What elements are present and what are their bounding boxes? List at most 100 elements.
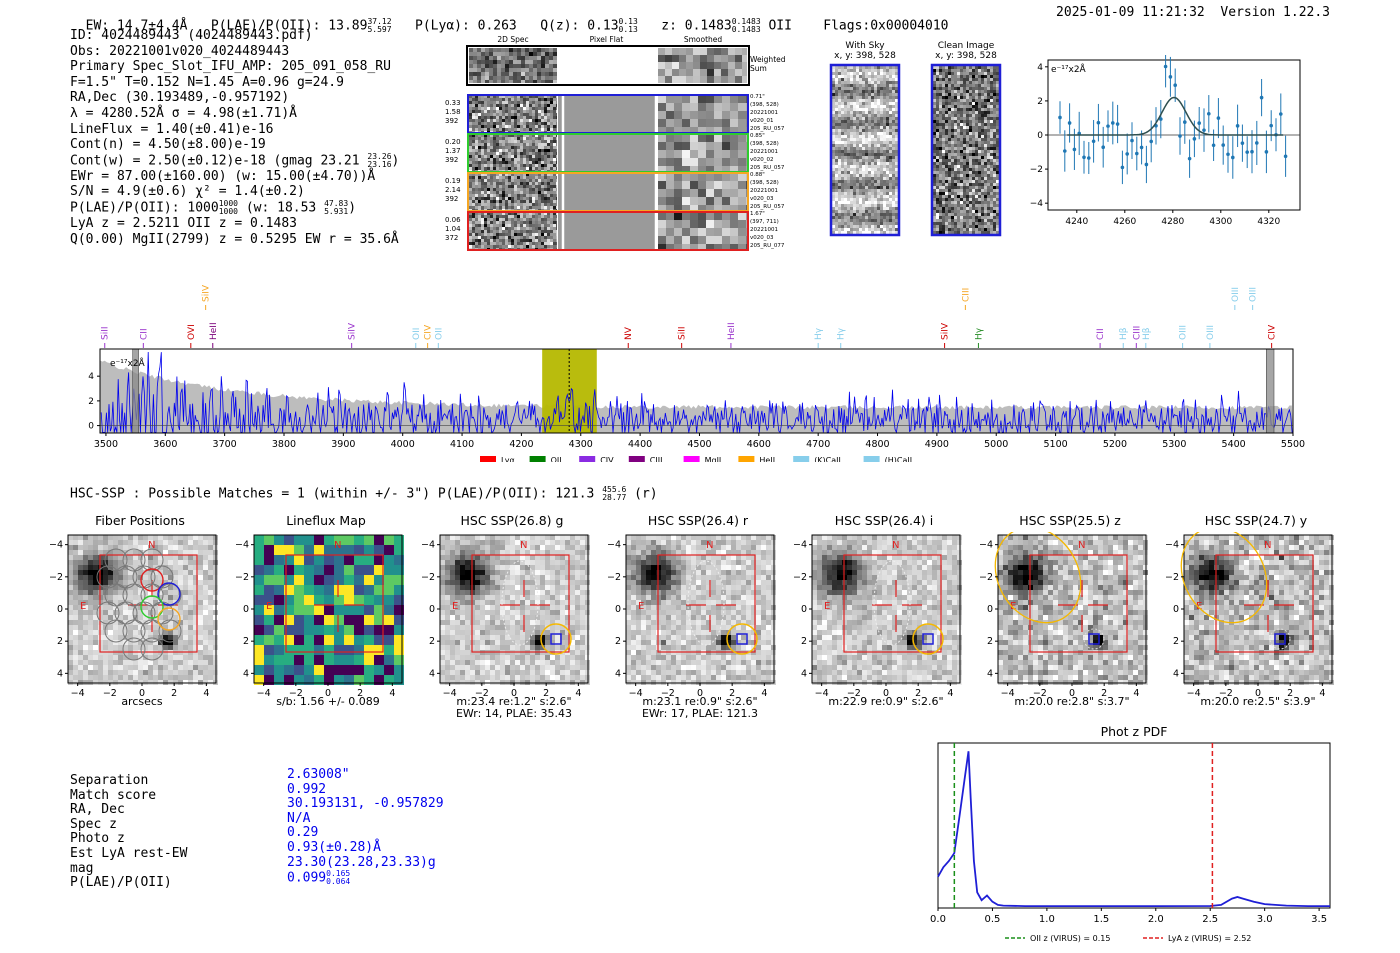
clean-image-pixel — [945, 129, 948, 132]
clean-image-pixel — [996, 132, 999, 135]
clean-image-pixel — [963, 93, 966, 96]
fiber-2d-pixel — [502, 245, 505, 248]
with-sky-pixel — [844, 174, 847, 177]
clean-image-pixel — [981, 195, 984, 198]
fiber-2d-pixel — [505, 95, 508, 98]
clean-image-pixel — [933, 168, 936, 171]
cutout-pixel — [188, 545, 193, 550]
with-sky-pixel — [874, 138, 877, 141]
with-sky-pixel — [871, 231, 874, 234]
clean-image-pixel — [954, 87, 957, 90]
fiber-2d-pixel — [547, 203, 550, 206]
fiber-2d-pixel — [505, 227, 508, 230]
clean-image-pixel — [993, 165, 996, 168]
with-sky-pixel — [868, 75, 871, 78]
fiber-2d-pixel — [472, 167, 475, 170]
fiber-2d-pixel — [547, 239, 550, 242]
fiber-2d-pixel — [541, 215, 544, 218]
info-ewr: EWr = 87.00(±160.00) (w: 15.00(±4.70))Å — [70, 168, 376, 184]
clean-image-pixel — [987, 84, 990, 87]
fiber-2d-pixel — [538, 131, 541, 132]
cutout-pixel — [133, 535, 138, 540]
cutout-row: Fiber Positions N E −4 4 −2 2 0 0 2 −2 4 −4 arcsecs Li… — [45, 510, 1365, 725]
clean-image-pixel — [987, 147, 990, 150]
clean-image-pixel — [993, 117, 996, 120]
with-sky-pixel — [838, 78, 841, 81]
fiber-2d-pixel — [511, 158, 514, 161]
clean-image-pixel — [966, 69, 969, 72]
fiber-2d-pixel — [499, 95, 502, 98]
clean-image-pixel — [990, 87, 993, 90]
clean-image-pixel — [969, 150, 972, 153]
clean-image-pixel — [960, 87, 963, 90]
with-sky-pixel — [883, 99, 886, 102]
fiber-2d-pixel — [556, 143, 557, 146]
fiber-2d-pixel — [487, 197, 490, 200]
clean-image-pixel — [984, 228, 987, 231]
with-sky-pixel — [895, 126, 898, 129]
clean-image-pixel — [945, 213, 948, 216]
fiber-smooth-pixel — [682, 244, 690, 249]
with-sky-pixel — [832, 66, 835, 69]
with-sky-pixel — [877, 219, 880, 222]
fiber-2d-pixel — [529, 122, 532, 125]
with-sky-pixel — [865, 117, 868, 120]
clean-image-pixel — [954, 117, 957, 120]
clean-image-pixel — [984, 111, 987, 114]
clean-image-pixel — [945, 75, 948, 78]
with-sky-pixel — [844, 114, 847, 117]
fiber-2d-pixel — [520, 155, 523, 158]
fiber-2d-pixel — [532, 236, 535, 239]
clean-image-pixel — [993, 90, 996, 93]
clean-image-pixel — [990, 222, 993, 225]
fiber-2d-pixel — [532, 140, 535, 143]
with-sky-pixel — [880, 150, 883, 153]
fiber-2d-pixel — [493, 116, 496, 119]
with-sky-pixel — [889, 66, 892, 69]
zoom-data-point — [1101, 145, 1105, 150]
clean-image-pixel — [981, 141, 984, 144]
with-sky-pixel — [841, 183, 844, 186]
fiber-2d-pixel — [523, 122, 526, 125]
with-sky-pixel — [832, 186, 835, 189]
fiber-2d-pixel — [544, 173, 547, 176]
weighted-sum-pixel — [489, 80, 493, 83]
fiber-2d-pixel — [547, 158, 550, 161]
with-sky-pixel — [892, 192, 895, 195]
fiber-2d-pixel — [487, 149, 490, 152]
fiber-2d-pixel — [553, 161, 556, 164]
fiber-smooth-pixel — [658, 228, 666, 236]
clean-image-pixel — [990, 111, 993, 114]
with-sky-pixel — [862, 213, 865, 216]
clean-image-pixel — [987, 198, 990, 201]
fiber-2d-pixel — [547, 179, 550, 182]
cutout-pixel — [78, 540, 83, 545]
weighted-sum-pixel — [553, 64, 557, 68]
fiber-2d-pixel — [520, 134, 523, 137]
weighted-sum-pixel — [541, 60, 545, 64]
with-sky-pixel — [862, 168, 865, 171]
with-sky-pixel — [895, 90, 898, 93]
clean-image-pixel — [939, 87, 942, 90]
fiber-2d-pixel — [502, 212, 505, 215]
zoom-data-point — [1240, 141, 1245, 145]
fiber-2d-pixel — [523, 134, 526, 137]
fiber-2d-pixel — [490, 122, 493, 125]
clean-image-pixel — [969, 153, 972, 156]
with-sky-pixel — [874, 129, 877, 132]
fiber-2d-pixel — [511, 146, 514, 149]
with-sky-pixel — [892, 228, 895, 231]
fiber-2d-pixel — [517, 152, 520, 155]
with-sky-pixel — [886, 162, 889, 165]
weighted-sum-pixel — [533, 68, 537, 72]
with-sky-pixel — [856, 222, 859, 225]
with-sky-pixel — [871, 129, 874, 132]
clean-image-pixel — [990, 159, 993, 162]
with-sky-pixel — [856, 213, 859, 216]
with-sky-pixel — [859, 99, 862, 102]
cutout-pixel — [203, 535, 208, 540]
with-sky-pixel — [877, 81, 880, 84]
fiber-2d-pixel — [505, 143, 508, 146]
clean-image-pixel — [984, 132, 987, 135]
fiber-2d-pixel — [544, 134, 547, 137]
